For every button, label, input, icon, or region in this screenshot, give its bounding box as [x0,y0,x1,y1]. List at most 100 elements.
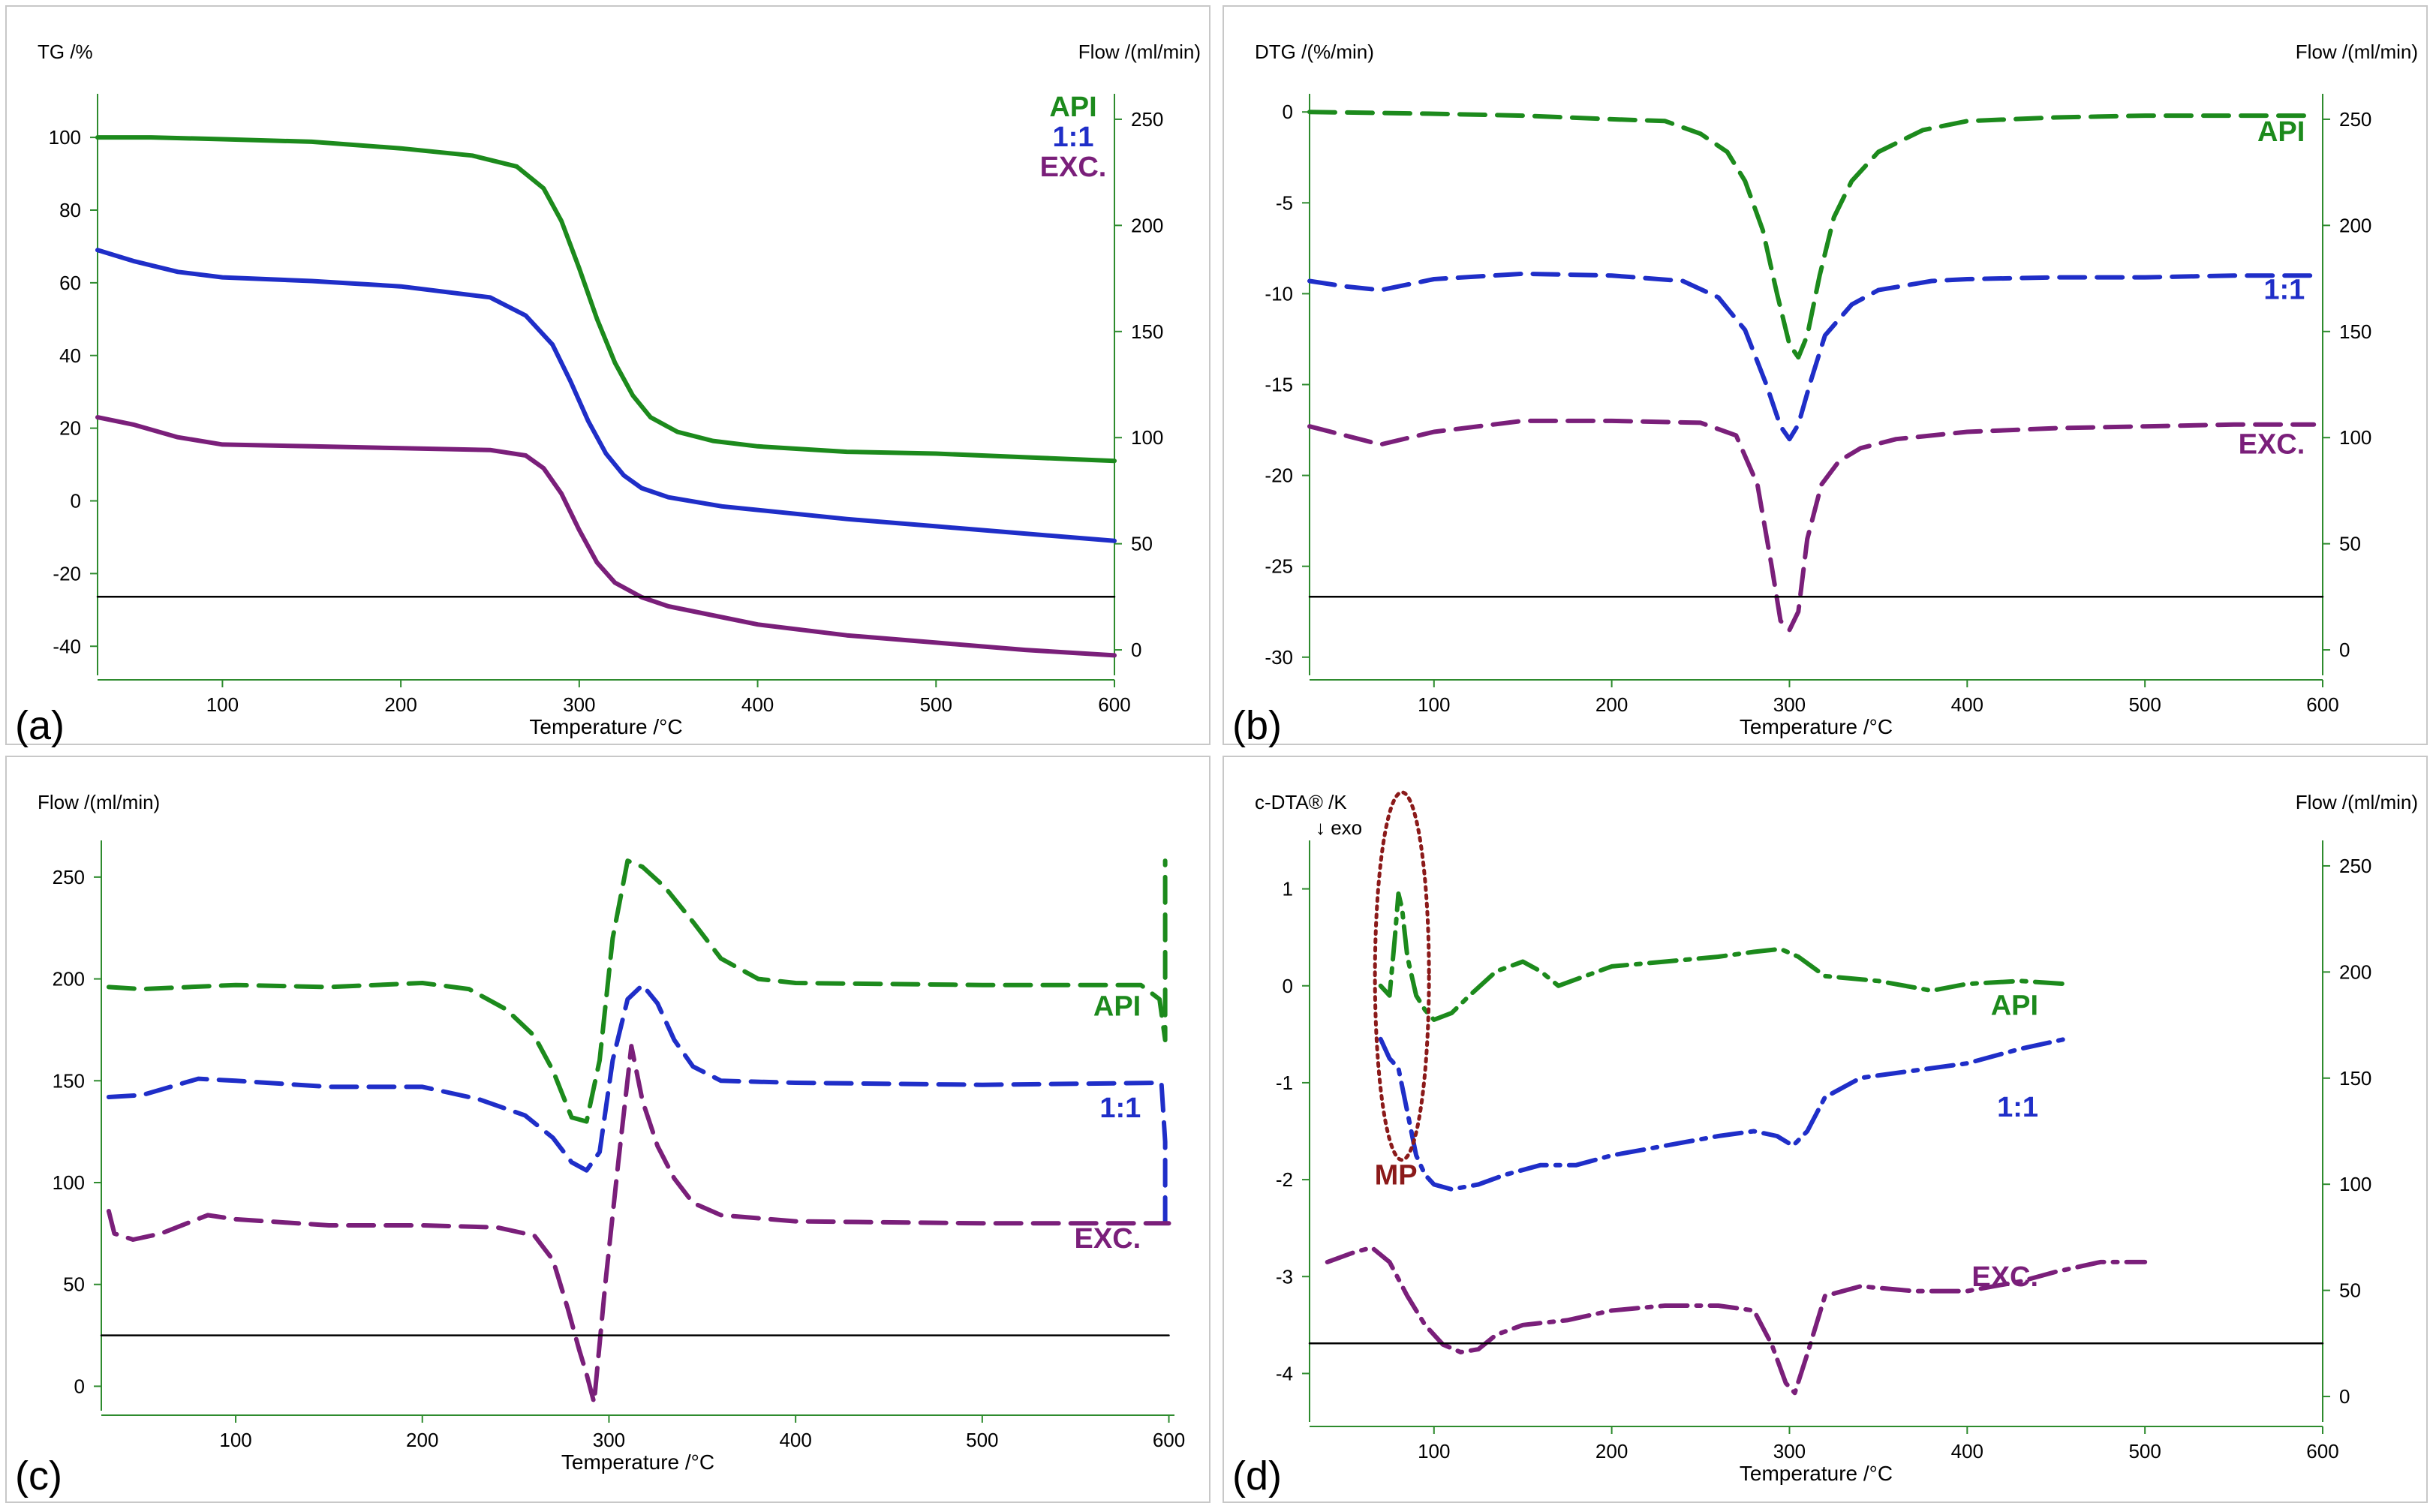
legend-label-exc: EXC. [1040,152,1107,183]
x-tick-label: 400 [1951,693,1983,716]
y-tick-label-right: 50 [1131,533,1153,555]
x-tick-label: 100 [1418,1440,1450,1462]
panel-label: (a) [15,703,65,748]
x-tick-label: 500 [2128,1440,2161,1462]
chart-panel-c: 0 50 100 150 200 250 Flow /(ml/min) 100 200 300 40… [5,756,1210,1503]
panel-label: (c) [15,1453,62,1498]
legend-label-1-1: 1:1 [2263,275,2305,306]
legend-label-exc: EXC. [1075,1223,1141,1255]
series-line-exc [106,1044,1171,1405]
y-tick-label-left: -20 [53,562,81,585]
y-tick-label-left: 250 [53,866,85,888]
y-tick-label-left: -5 [1276,191,1293,214]
y-tick-label-right: 100 [2339,426,2371,449]
y-tick-label-left: 20 [59,417,81,440]
series-line-1-1 [95,248,1117,543]
y-tick-label-left: 80 [59,199,81,221]
legend-label-1-1: 1:1 [1099,1093,1141,1124]
series-line-exc [1325,1245,2148,1396]
y-tick-label-right: 150 [1131,320,1163,343]
x-tick-label: 200 [406,1429,438,1451]
series-line-api [1307,110,2317,360]
y-tick-label-right: 250 [2339,855,2371,877]
y-tick-label-right: 100 [1131,426,1163,449]
x-tick-label: 500 [966,1429,998,1451]
x-axis-title: Temperature /°C [529,715,682,738]
y-tick-label-right: 50 [2339,533,2361,555]
y-tick-label-left: 50 [63,1273,85,1296]
y-tick-label-left: 40 [59,344,81,367]
x-axis-title: Temperature /°C [1740,715,1893,738]
y-axis-title-right: Flow /(ml/min) [1078,41,1201,63]
x-tick-label: 400 [1951,1440,1983,1462]
y-tick-label-left: -25 [1265,555,1293,578]
y-tick-label-left: 0 [71,490,81,513]
legend-label-exc: EXC. [2239,429,2305,461]
y-tick-label-left: -15 [1265,374,1293,396]
y-tick-label-right: 100 [2339,1173,2371,1195]
panel-frame [1223,756,2428,1503]
panel-frame [5,5,1210,745]
y-tick-label-left: 60 [59,272,81,294]
series-line-1-1 [1378,1036,2068,1192]
y-tick-label-left: 100 [49,126,81,149]
y-axis-title-right: Flow /(ml/min) [2296,41,2418,63]
y-tick-label-left: -4 [1276,1362,1293,1384]
series-line-api [95,135,1117,464]
panel-frame [5,756,1210,1503]
y-tick-label-right: 200 [1131,214,1163,236]
melting-point-highlight [1373,790,1431,1162]
y-axis-title-left: DTG /(%/min) [1255,41,1374,63]
melting-point-label: MP [1375,1160,1418,1192]
y-tick-label-right: 200 [2339,214,2371,236]
y-tick-label-left: -1 [1276,1072,1293,1094]
legend-label-api: API [2257,116,2305,148]
y-tick-label-left: 0 [74,1375,85,1397]
x-tick-label: 300 [593,1429,625,1451]
y-tick-label-left: 150 [53,1069,85,1092]
y-tick-label-right: 250 [1131,108,1163,131]
y-tick-label-left: -3 [1276,1265,1293,1288]
y-tick-label-right: 250 [2339,108,2371,131]
x-tick-label: 300 [1773,1440,1806,1462]
x-axis-title: Temperature /°C [561,1450,714,1474]
x-tick-label: 400 [779,1429,811,1451]
x-tick-label: 600 [1098,693,1130,716]
x-tick-label: 300 [563,693,595,716]
x-tick-label: 600 [2306,1440,2338,1462]
legend-label-api: API [1093,990,1141,1022]
series-line-api [1378,891,2068,1022]
series-line-exc [1307,418,2317,633]
panel-frame [1223,5,2428,745]
y-tick-label-right: 0 [1131,639,1141,661]
x-tick-label: 200 [1595,1440,1628,1462]
y-axis-title-left: c-DTA® /K [1255,791,1347,813]
x-tick-label: 300 [1773,693,1806,716]
y-tick-label-left: 0 [1283,101,1293,123]
x-axis-title: Temperature /°C [1740,1462,1893,1485]
y-tick-label-left: 0 [1283,975,1293,997]
series-line-api [106,858,1168,1124]
x-tick-label: 200 [1595,693,1628,716]
y-tick-label-right: 50 [2339,1279,2361,1302]
legend-label-api: API [1991,990,2038,1022]
x-tick-label: 100 [219,1429,251,1451]
series-line-exc [95,415,1117,658]
y-tick-label-right: 0 [2339,1385,2350,1408]
x-tick-label: 600 [1153,1429,1185,1451]
panel-label: (d) [1232,1453,1282,1498]
panel-label: (b) [1232,703,1282,748]
chart-panel-b: -30 -25 -20 -15 -10 -5 0 DTG /(%/min) 0 50 100 150 2… [1223,5,2428,748]
x-tick-label: 400 [741,693,774,716]
x-tick-label: 500 [920,693,952,716]
y-tick-label-left: 1 [1283,878,1293,900]
exo-direction-label: ↓ exo [1316,816,1362,839]
legend-label-1-1: 1:1 [1053,122,1094,153]
y-tick-label-left: 200 [53,968,85,990]
x-tick-label: 600 [2306,693,2338,716]
legend-label-api: API [1049,92,1096,123]
series-line-1-1 [1307,271,2317,442]
series-line-1-1 [106,982,1168,1226]
y-axis-title-left: TG /% [38,41,93,63]
y-tick-label-right: 150 [2339,1067,2371,1090]
